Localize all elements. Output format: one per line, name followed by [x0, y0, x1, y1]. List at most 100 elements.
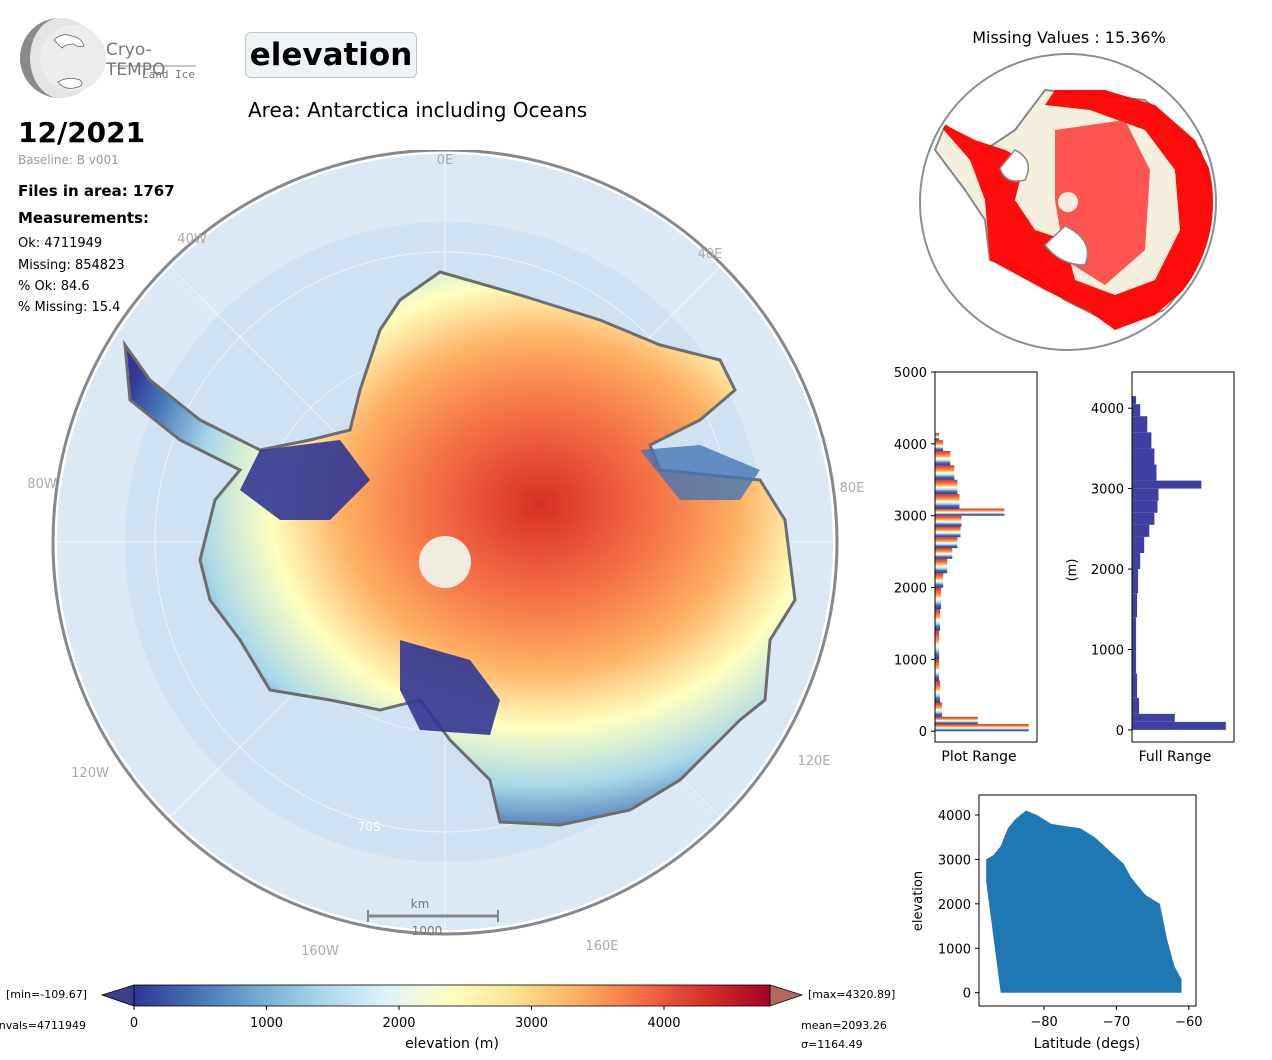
colorbar-min-label: [min=-109.67] [6, 988, 87, 1001]
histogram-bar [935, 451, 951, 466]
histogram-bar [935, 465, 955, 480]
lon-label-160w: 160W [301, 944, 339, 959]
hist-ytick-label: 1000 [894, 653, 927, 668]
histogram-bar [1132, 448, 1155, 465]
colorbar-tick-label: 4000 [647, 1016, 680, 1031]
histogram-bar [1132, 416, 1148, 433]
area-title: Area: Antarctica including Oceans [248, 98, 588, 122]
lon-label-40e: 40E [698, 247, 723, 262]
histogram-bar [1132, 396, 1137, 405]
lat-label-70s: 70S [358, 820, 381, 834]
histogram-bar [935, 724, 1029, 732]
scatter-ytick-label: 3000 [938, 853, 971, 868]
histogram-full-range: 0 1000 2000 3000 4000 (m) Full Range [1065, 371, 1235, 765]
histogram-bar [935, 494, 960, 509]
scatter-point-cloud [986, 810, 1182, 993]
histogram-bar [935, 587, 942, 610]
elevation-colorbar: 0 1000 2000 3000 4000 [min=-109.67] nvals=47… [0, 984, 895, 1052]
histogram-bar [1132, 649, 1137, 674]
lon-label-160e: 160E [585, 939, 618, 954]
antarctica-elevation-map: 0E 40W 40E 80W 80E 120W 120E 160W 160E 7… [27, 150, 865, 959]
histogram-bar [935, 440, 944, 452]
histogram-bar [1132, 536, 1145, 553]
colorbar-tick-label: 3000 [515, 1016, 548, 1031]
histogram-bar [1132, 721, 1226, 730]
colorbar-tick-label: 1000 [250, 1016, 283, 1031]
histogram-bar [1132, 404, 1141, 417]
histogram-bar [935, 526, 961, 538]
stat-ok: Ok: 4711949 [18, 236, 103, 251]
scale-bar: km 1000 [367, 897, 499, 938]
scale-value: 1000 [412, 924, 443, 938]
colorbar-xlabel: elevation (m) [405, 1036, 499, 1052]
files-in-area: Files in area: 1767 [18, 182, 175, 200]
colorbar-tick-label: 2000 [382, 1016, 415, 1031]
stat-pct-ok: % Ok: 84.6 [18, 279, 90, 294]
histogram-bar [1132, 593, 1138, 618]
hist-ytick-label: 5000 [894, 366, 927, 381]
missing-map-title: Missing Values : 15.36% [972, 28, 1166, 47]
histogram-bar [935, 433, 940, 441]
scale-unit: km [411, 897, 430, 911]
colorbar-nvals-label: nvals=4711949 [0, 1019, 86, 1032]
histogram-bar [1132, 697, 1140, 714]
logo-crescent-icon [20, 18, 196, 98]
colorbar-mean-label: mean=2093.26 [801, 1019, 887, 1032]
hist-ytick-label: 3000 [1091, 483, 1124, 498]
histogram-plot-range: 0 1000 2000 3000 4000 5000 Plot Range [894, 366, 1038, 765]
lon-label-40w: 40W [177, 232, 207, 247]
histogram-bar [1132, 713, 1175, 722]
scatter-elevation-latitude: 0 1000 2000 3000 4000 −80 −70 −60 elevation Lat… [911, 794, 1202, 1052]
logo-brand: Cryo-TEMPO [106, 40, 166, 80]
histogram-bar [1132, 552, 1141, 570]
hist2-ylabel: (m) [1065, 559, 1080, 582]
colorbar-tick-label: 0 [130, 1016, 138, 1031]
histogram-bar [1132, 500, 1158, 513]
missing-values-map [919, 53, 1217, 351]
stat-missing: Missing: 854823 [18, 258, 125, 273]
hist-ytick-label: 4000 [1091, 402, 1124, 417]
stat-pct-missing: % Missing: 15.4 [18, 300, 121, 315]
histogram-bar [1132, 569, 1139, 594]
colorbar-max-label: [max=4320.89] [808, 988, 895, 1001]
hist-ytick-label: 1000 [1091, 644, 1124, 659]
histogram-bar [935, 558, 948, 574]
lon-label-80w: 80W [27, 477, 57, 492]
baseline-label: Baseline: B v001 [18, 153, 119, 167]
scatter-ytick-label: 1000 [938, 942, 971, 957]
histogram-bar [935, 508, 1005, 516]
histogram-bar [935, 659, 940, 681]
histogram-bar [935, 515, 962, 527]
hist-ytick-label: 3000 [894, 510, 927, 525]
hist-ytick-label: 2000 [894, 582, 927, 597]
histogram-bar [1132, 464, 1157, 481]
scatter-xtick-label: −70 [1103, 1015, 1130, 1030]
parameter-title: elevation [245, 32, 417, 78]
scatter-ytick-label: 4000 [938, 809, 971, 824]
histogram-bar [935, 630, 940, 660]
histogram-bar [1132, 488, 1159, 501]
hist-ytick-label: 0 [919, 725, 927, 740]
histogram-bar [1132, 480, 1202, 489]
cryo-tempo-logo: Cryo-TEMPO Land Ice [18, 18, 203, 100]
lon-label-80e: 80E [840, 481, 865, 496]
histogram-bar [935, 609, 941, 631]
scatter-xtick-label: −80 [1030, 1015, 1057, 1030]
lon-label-120e: 120E [797, 754, 830, 769]
histogram-bar [1132, 512, 1155, 525]
histogram-bar [935, 537, 958, 549]
hist1-xlabel: Plot Range [941, 749, 1016, 765]
histogram-bar [1132, 524, 1150, 537]
histogram-bar [1132, 432, 1152, 449]
lon-label-0e: 0E [437, 153, 454, 168]
hist-ytick-label: 2000 [1091, 563, 1124, 578]
histogram-bar [1132, 617, 1137, 650]
lon-label-120w: 120W [71, 766, 109, 781]
scatter-xlabel: Latitude (degs) [1034, 1036, 1141, 1052]
histogram-bar [935, 573, 944, 588]
hist-ytick-label: 4000 [894, 438, 927, 453]
scatter-ytick-label: 2000 [938, 898, 971, 913]
scatter-xtick-label: −60 [1175, 1015, 1202, 1030]
histogram-bar [1132, 673, 1138, 698]
histogram-bar [935, 716, 978, 725]
